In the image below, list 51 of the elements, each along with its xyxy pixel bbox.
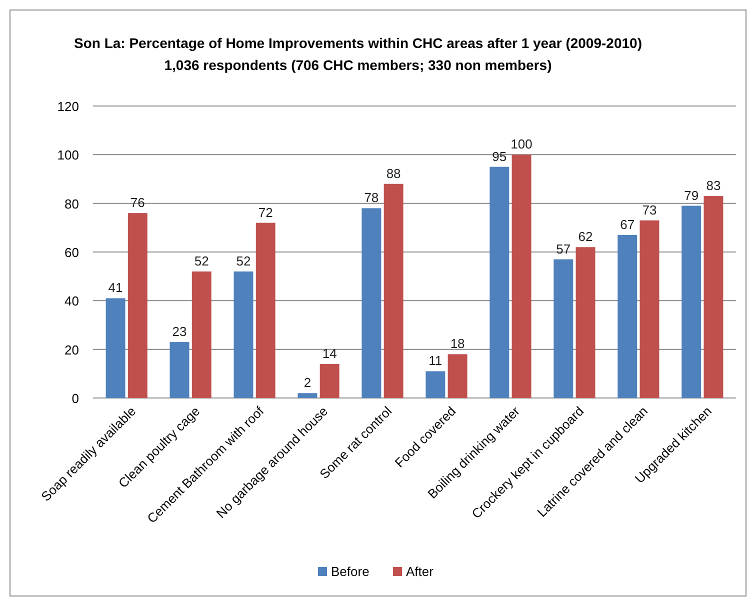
data-label: 11 (428, 353, 442, 368)
bar (490, 166, 510, 398)
y-tick-label: 0 (72, 391, 79, 406)
chart-subtitle: 1,036 respondents (706 CHC members; 330 non members) (164, 57, 552, 73)
legend-label: After (406, 564, 434, 579)
bar (384, 184, 404, 398)
bar (640, 220, 660, 398)
data-label: 76 (130, 195, 145, 210)
data-label: 88 (386, 166, 401, 181)
y-tick-label: 80 (64, 196, 79, 212)
data-label: 83 (706, 178, 721, 194)
data-label: 2 (304, 375, 312, 390)
data-label: 78 (364, 190, 379, 206)
data-label: 57 (556, 241, 571, 256)
bar (106, 298, 126, 398)
bar (576, 247, 596, 398)
data-label: 52 (236, 253, 251, 268)
data-label: 52 (194, 253, 209, 268)
bar (682, 206, 702, 398)
y-tick-label: 40 (64, 294, 79, 309)
bar (618, 234, 638, 398)
data-label: 23 (172, 324, 187, 340)
bar (320, 364, 340, 398)
data-label: 67 (620, 216, 635, 232)
bar (448, 354, 468, 398)
chart-title: Son La: Percentage of Home Improvements within CHC areas after 1 year (2009-2010) (74, 35, 642, 51)
legend-label: Before (331, 564, 370, 579)
bar (256, 222, 276, 398)
data-label: 79 (684, 188, 699, 203)
data-label: 73 (642, 202, 657, 218)
data-label: 18 (450, 336, 465, 352)
y-tick-label: 60 (64, 245, 79, 260)
data-label: 95 (492, 148, 507, 164)
bar (512, 154, 532, 398)
y-tick-label: 120 (57, 99, 79, 114)
bar (192, 271, 212, 398)
bar (170, 342, 190, 398)
y-tick-label: 20 (64, 342, 79, 358)
bar (362, 208, 382, 398)
y-tick-label: 100 (57, 148, 79, 163)
bar (128, 213, 148, 398)
data-label: 72 (258, 204, 273, 220)
bar (426, 371, 446, 398)
bar (234, 271, 254, 398)
data-label: 62 (578, 229, 593, 244)
bar (704, 196, 724, 398)
bar (554, 259, 574, 398)
data-label: 41 (108, 280, 123, 296)
data-label: 100 (510, 136, 532, 152)
bar (298, 393, 318, 398)
data-label: 14 (322, 346, 337, 361)
